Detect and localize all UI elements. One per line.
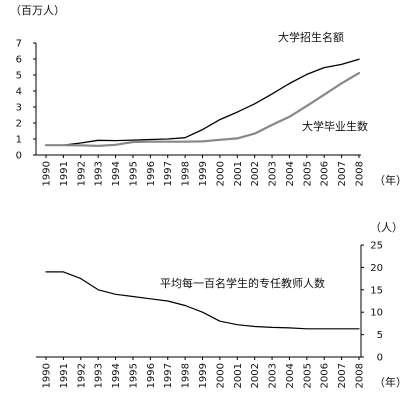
- bottom-x-tick-label: 1997: [163, 363, 174, 388]
- bottom-series-label-0: 平均每一百名学生的专任教师人数: [160, 276, 325, 290]
- top-y-tick-label: 5: [16, 71, 22, 82]
- top-x-tick-label: 2007: [337, 161, 348, 186]
- bottom-y-tick-label: 5: [377, 330, 383, 341]
- top-series-label-1: 大学毕业生数: [302, 119, 368, 133]
- bottom-axis-layer: 0 5 10 15 20 25 1990 1991 1992 1993 1994 1995 1996 19…: [36, 241, 383, 388]
- bottom-x-tick-label: 1990: [42, 363, 53, 388]
- top-x-tick-label: 1996: [146, 161, 157, 186]
- bottom-series-layer: [45, 271, 360, 330]
- top-x-tick-label: 1995: [128, 161, 139, 186]
- top-x-tick-label: 1994: [111, 161, 122, 186]
- top-x-tick-label: 1993: [94, 161, 105, 186]
- bottom-y-tick-label: 0: [377, 353, 383, 364]
- bottom-label-layer: 平均每一百名学生的专任教师人数: [160, 276, 325, 290]
- bottom-x-tick-label: 2005: [302, 363, 313, 388]
- bottom-x-tick-label: 1992: [76, 363, 87, 388]
- top-y-tick-label: 3: [16, 103, 22, 114]
- bottom-y-tick-label: 25: [370, 241, 383, 252]
- bottom-x-tick-label: 2002: [250, 363, 261, 388]
- bottom-y-tick-label: 20: [370, 263, 383, 274]
- top-x-tick-label: 2004: [285, 161, 296, 186]
- top-x-tick-label: 2003: [268, 161, 279, 186]
- top-chart: （百万人） （年） 0 1 2 3 4 5 6 7 1990 1991 1992 1993 1994 19…: [10, 4, 407, 187]
- bottom-y-tick-label: 10: [370, 308, 383, 319]
- top-x-unit-label: （年）: [374, 173, 407, 187]
- bottom-series-line-0: [45, 271, 360, 330]
- top-x-tick-label: 1997: [163, 161, 174, 186]
- bottom-x-tick-label: 2001: [233, 363, 244, 388]
- top-series-line-0: [45, 58, 360, 146]
- bottom-x-tick-label: 1998: [181, 363, 192, 388]
- top-x-tick-label: 1998: [181, 161, 192, 186]
- top-x-tick-label: 2005: [302, 161, 313, 186]
- top-y-tick-label: 4: [16, 87, 22, 98]
- top-x-tick-label: 2001: [233, 161, 244, 186]
- bottom-x-tick-label: 1993: [94, 363, 105, 388]
- top-series-line-1: [44, 71, 361, 147]
- bottom-x-tick-label: 2000: [215, 363, 226, 388]
- bottom-y-tick-label: 15: [370, 285, 383, 296]
- bottom-x-tick-label: 1996: [146, 363, 157, 388]
- top-axis-layer: 0 1 2 3 4 5 6 7 1990 1991 1992 1993 1994 1995 1996 1997…: [16, 39, 366, 187]
- top-series-label-0: 大学招生名额: [278, 30, 344, 44]
- bottom-x-tick-label: 1994: [111, 363, 122, 388]
- bottom-x-tick-label: 1991: [59, 363, 70, 388]
- bottom-x-tick-label: 2004: [285, 363, 296, 388]
- top-x-tick-label: 2008: [355, 161, 366, 186]
- top-y-tick-label: 7: [16, 39, 22, 50]
- top-x-tick-label: 1999: [198, 161, 209, 186]
- top-series-layer: [44, 58, 361, 147]
- bottom-x-tick-label: 2007: [337, 363, 348, 388]
- top-x-tick-label: 2006: [320, 161, 331, 186]
- top-x-tick-label: 1991: [59, 161, 70, 186]
- top-x-tick-label: 2000: [215, 161, 226, 186]
- bottom-x-tick-label: 2006: [320, 363, 331, 388]
- top-y-tick-label: 0: [16, 151, 22, 162]
- bottom-x-tick-label: 1995: [128, 363, 139, 388]
- top-y-tick-label: 1: [16, 135, 22, 146]
- bottom-chart: （人） （年） 0 5 10 15 20 25 1990 1991 1992 1993 1994 19…: [36, 221, 407, 389]
- bottom-x-tick-label: 2008: [355, 363, 366, 388]
- bottom-x-unit-label: （年）: [374, 375, 407, 389]
- bottom-x-tick-label: 1999: [198, 363, 209, 388]
- top-y-tick-label: 6: [16, 55, 22, 66]
- top-y-tick-label: 2: [16, 119, 22, 130]
- bottom-unit-label: （人）: [370, 221, 403, 234]
- bottom-x-tick-label: 2003: [268, 363, 279, 388]
- top-x-tick-label: 2002: [250, 161, 261, 186]
- top-x-tick-label: 1992: [76, 161, 87, 186]
- top-x-tick-label: 1990: [42, 161, 53, 186]
- top-unit-label: （百万人）: [10, 4, 65, 17]
